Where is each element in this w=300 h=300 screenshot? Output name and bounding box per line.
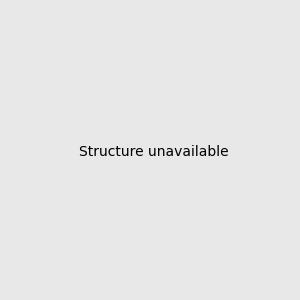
Text: Structure unavailable: Structure unavailable (79, 145, 229, 158)
